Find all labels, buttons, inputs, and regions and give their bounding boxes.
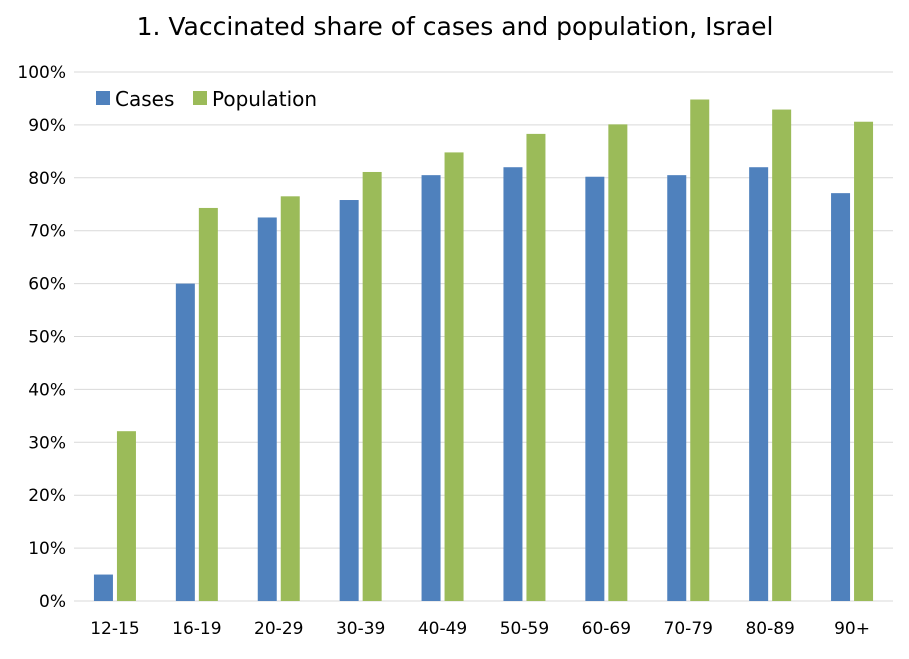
x-axis-ticks: 12-15 16-19 20-29 30-39 40-49 50-59 60-69 70-79…: [90, 619, 870, 639]
gridlines: [74, 71, 893, 602]
bar-cases-80-89: [749, 167, 769, 601]
bar-population-50-59: [526, 133, 546, 601]
x-tick-label: 30-39: [336, 619, 385, 639]
y-axis-ticks: 0% 10% 20% 30% 40% 50% 60% 70% 80% 90% 100%: [17, 63, 66, 612]
chart-title: 1. Vaccinated share of cases and populat…: [137, 12, 774, 41]
x-tick-label: 12-15: [90, 619, 139, 639]
y-tick-label: 100%: [17, 63, 66, 83]
bar-population-80-89: [772, 109, 792, 602]
y-tick-label: 10%: [28, 539, 66, 559]
bar-population-90+: [854, 121, 874, 601]
y-tick-label: 60%: [28, 275, 66, 295]
bar-cases-30-39: [339, 200, 359, 601]
bar-population-12-15: [116, 431, 136, 601]
bar-population-40-49: [444, 152, 464, 601]
y-tick-label: 90%: [28, 116, 66, 136]
bar-population-16-19: [198, 207, 218, 601]
y-tick-label: 0%: [39, 592, 66, 612]
y-tick-label: 80%: [28, 169, 66, 189]
x-tick-label: 60-69: [582, 619, 631, 639]
legend-swatch-population: [193, 91, 207, 105]
y-tick-label: 70%: [28, 222, 66, 242]
bar-cases-50-59: [503, 167, 523, 601]
bar-population-30-39: [362, 171, 382, 601]
legend-label-cases: Cases: [115, 87, 174, 111]
y-tick-label: 50%: [28, 328, 66, 348]
bars: [93, 99, 874, 602]
x-tick-label: 20-29: [254, 619, 303, 639]
x-tick-label: 40-49: [418, 619, 467, 639]
bar-population-20-29: [280, 196, 300, 601]
bar-cases-12-15: [93, 574, 113, 601]
bar-cases-90+: [831, 193, 851, 602]
legend-swatch-cases: [96, 91, 110, 105]
y-tick-label: 20%: [28, 486, 66, 506]
x-tick-label: 16-19: [172, 619, 221, 639]
bar-cases-40-49: [421, 175, 441, 601]
bar-cases-16-19: [175, 283, 195, 601]
bar-population-60-69: [608, 124, 628, 601]
bar-cases-70-79: [667, 175, 687, 601]
x-tick-label: 80-89: [745, 619, 794, 639]
legend: Cases Population: [96, 87, 317, 111]
bar-population-70-79: [690, 99, 710, 602]
y-tick-label: 30%: [28, 433, 66, 453]
bar-cases-60-69: [585, 176, 605, 601]
y-tick-label: 40%: [28, 380, 66, 400]
x-tick-label: 90+: [834, 619, 870, 639]
bar-cases-20-29: [257, 217, 277, 601]
legend-label-population: Population: [212, 87, 317, 111]
x-tick-label: 70-79: [664, 619, 713, 639]
x-tick-label: 50-59: [500, 619, 549, 639]
